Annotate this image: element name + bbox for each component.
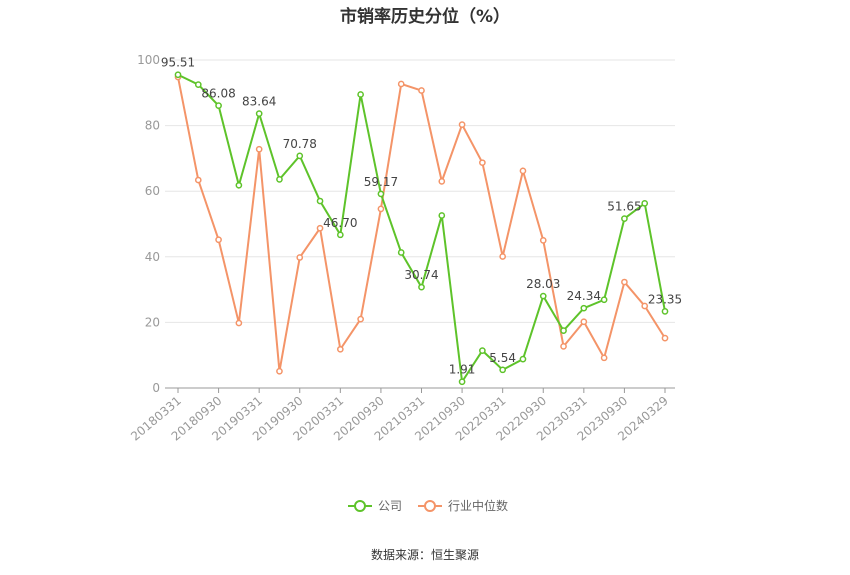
industry-median-point [479, 159, 486, 167]
company-point [357, 91, 364, 98]
y-axis: 0 20 40 60 80 100 [137, 53, 160, 395]
industry-median-point [194, 176, 202, 184]
industry-median-point [661, 334, 669, 342]
industry-median-line [177, 76, 666, 372]
industry-median-point [600, 354, 608, 362]
data-label: 5.54 [489, 351, 516, 365]
industry-median-point [499, 253, 507, 260]
industry-median-point [377, 205, 385, 213]
industry-median-point [357, 315, 364, 323]
company-point [539, 292, 547, 300]
company-point [235, 181, 243, 189]
data-label: 46.70 [323, 216, 357, 230]
series-lines [174, 71, 669, 386]
company-point [661, 308, 669, 315]
industry-median-point [255, 145, 263, 153]
company-point [336, 231, 344, 239]
industry-median-point [519, 167, 527, 175]
data-label: 59.17 [364, 175, 398, 189]
industry-median-point [397, 80, 405, 88]
company-point [600, 296, 608, 304]
industry-median-point [296, 254, 304, 261]
y-tick-label: 80 [145, 119, 160, 133]
company-point [560, 327, 567, 334]
y-tick-label: 60 [145, 184, 160, 198]
company-point [458, 378, 466, 386]
y-tick-label: 20 [145, 315, 160, 329]
company-point [499, 366, 507, 374]
industry-median-point [235, 319, 243, 327]
y-tick-label: 0 [152, 381, 160, 395]
data-source-note: 数据来源：恒生聚源 [370, 548, 479, 562]
industry-median-point [458, 121, 466, 128]
data-label: 95.51 [161, 56, 195, 70]
industry-median-point [215, 236, 222, 244]
company-point [479, 347, 486, 354]
industry-median-point [336, 345, 344, 353]
company-point [418, 283, 425, 291]
industry-median-point [641, 302, 649, 310]
industry-median-point [560, 342, 567, 350]
data-labels: 95.51 86.08 83.64 70.78 46.70 59.17 30.74 1.91 5… [161, 56, 682, 377]
data-label: 1.91 [449, 363, 476, 377]
x-axis: 2018033120180930201903312019093020200331… [128, 387, 675, 444]
y-tick-label: 100 [137, 53, 160, 67]
company-point [215, 102, 222, 110]
company-point [621, 215, 628, 222]
company-point [438, 212, 446, 219]
company-point [580, 304, 588, 312]
grid-lines [165, 59, 675, 323]
chart-title: 市销率历史分位（%） [339, 7, 511, 27]
industry-median-point [316, 224, 324, 232]
company-point [276, 176, 283, 183]
legend: 公司 行业中位数 [348, 498, 508, 513]
data-label: 24.34 [567, 289, 601, 303]
data-label: 70.78 [283, 137, 317, 151]
company-point [296, 152, 304, 160]
data-label: 83.64 [242, 95, 276, 109]
y-tick-label: 40 [145, 250, 160, 264]
industry-median-point [621, 278, 628, 286]
company-point [194, 81, 202, 88]
industry-median-point [418, 87, 425, 94]
legend-company-label: 公司 [378, 499, 402, 513]
company-point [519, 355, 527, 363]
company-point [377, 190, 385, 198]
industry-median-point [438, 178, 446, 185]
legend-company-marker [354, 500, 366, 512]
data-label: 28.03 [526, 277, 560, 291]
industry-median-point [276, 367, 283, 375]
legend-industry-median-marker [424, 500, 436, 512]
data-label: 86.08 [201, 87, 235, 101]
industry-median-point [539, 237, 547, 244]
data-label: 23.35 [648, 292, 682, 306]
legend-industry-median-label: 行业中位数 [448, 498, 508, 513]
data-label: 51.65 [607, 200, 641, 214]
company-point [255, 110, 263, 118]
company-point [316, 197, 324, 205]
company-point [174, 71, 182, 79]
company-point [641, 199, 649, 207]
company-point [397, 249, 405, 256]
industry-median-point [580, 318, 588, 326]
data-label: 30.74 [404, 268, 438, 282]
